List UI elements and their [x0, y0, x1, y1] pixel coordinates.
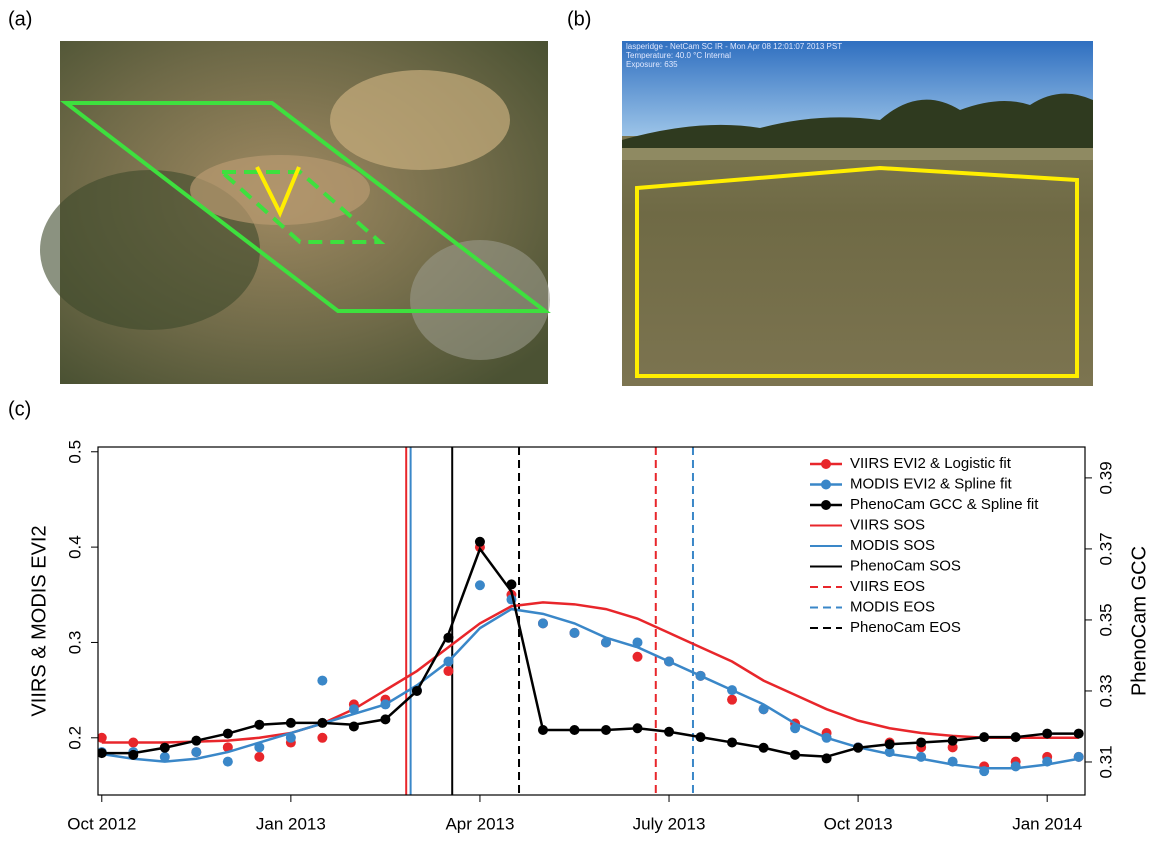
y-axis-title: VIIRS & MODIS EVI2	[28, 525, 50, 716]
data-point	[632, 651, 643, 662]
legend-dot	[821, 459, 831, 469]
data-point	[254, 742, 265, 753]
data-point	[317, 732, 328, 743]
y2-tick-label: 0.35	[1096, 603, 1115, 636]
y-tick-label: 0.3	[65, 631, 84, 655]
legend-label: PhenoCam SOS	[850, 557, 961, 574]
y2-tick-label: 0.31	[1096, 745, 1115, 778]
x-tick-label: Jan 2013	[256, 814, 326, 833]
legend-label: MODIS EVI2 & Spline fit	[850, 475, 1013, 492]
data-point	[98, 732, 107, 743]
data-point	[317, 675, 328, 686]
legend-label: PhenoCam EOS	[850, 619, 961, 636]
data-point	[474, 580, 485, 591]
plot-area	[98, 447, 1084, 795]
plot-frame	[97, 446, 1086, 796]
data-point	[191, 747, 202, 758]
legend-label: MODIS SOS	[850, 537, 935, 554]
y2-tick-label: 0.33	[1096, 674, 1115, 707]
panel-label: (c)	[8, 398, 31, 420]
legend-dot	[821, 479, 831, 490]
data-point	[159, 751, 170, 762]
fit-line	[101, 601, 1079, 744]
legend-label: PhenoCam GCC & Spline fit	[850, 496, 1039, 513]
chart: Oct 2012 Jan 2013 Apr 2013 July 2013 Oct 201…	[28, 440, 1150, 834]
data-point	[348, 704, 359, 715]
y-tick-label: 0.4	[65, 535, 84, 559]
legend-dot	[821, 500, 831, 510]
data-point	[569, 627, 580, 638]
panel-label: (a)	[8, 8, 32, 30]
y-tick-label: 0.2	[65, 726, 84, 750]
legend-label: MODIS EOS	[850, 598, 935, 615]
x-tick-label: Jan 2014	[1012, 814, 1082, 833]
fit-line	[101, 546, 1079, 758]
data-point	[443, 666, 454, 677]
data-point	[222, 756, 233, 767]
data-point	[474, 536, 485, 547]
x-tick-label: Apr 2013	[445, 814, 514, 833]
y2-tick-label: 0.39	[1096, 461, 1115, 494]
x-tick-label: Oct 2012	[67, 814, 136, 833]
image-caption: Temperature: 40.0 °C Internal	[626, 51, 731, 60]
data-point	[254, 751, 265, 762]
data-point	[600, 637, 611, 648]
y-tick-label: 0.5	[65, 440, 84, 464]
y2-tick-label: 0.37	[1096, 532, 1115, 565]
fit-line	[101, 607, 1079, 770]
data-point	[537, 618, 548, 629]
x-tick-label: Oct 2013	[824, 814, 893, 833]
data-point	[1010, 761, 1021, 772]
y2-axis-title: PhenoCam GCC	[1128, 546, 1150, 696]
satellite-image	[40, 41, 551, 384]
phenocam-image: lasperidge - NetCam SC IR - Mon Apr 08 1…	[622, 41, 1093, 386]
legend-label: VIIRS EVI2 & Logistic fit	[850, 455, 1012, 472]
panel-label: (b)	[567, 8, 591, 30]
data-point	[632, 637, 643, 648]
legend-label: VIIRS SOS	[850, 516, 925, 533]
image-caption: Exposure: 635	[626, 60, 678, 69]
x-tick-label: July 2013	[633, 814, 706, 833]
data-point	[727, 694, 738, 705]
legend-label: VIIRS EOS	[850, 578, 925, 595]
data-point	[285, 732, 296, 743]
image-caption: lasperidge - NetCam SC IR - Mon Apr 08 1…	[626, 42, 842, 51]
data-point	[222, 742, 233, 753]
